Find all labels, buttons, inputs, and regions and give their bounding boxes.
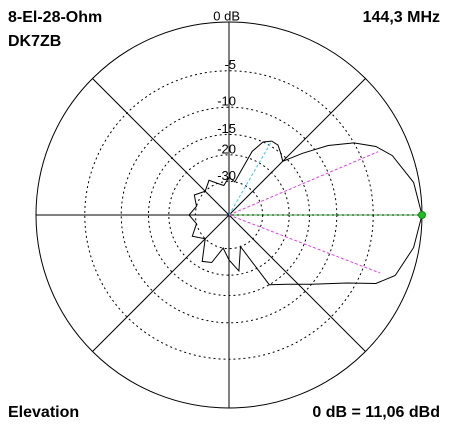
r-tick-label: -15 [217, 121, 236, 136]
frequency: 144,3 MHz [363, 9, 440, 26]
reference-line [228, 214, 381, 274]
r-tick-label: -5 [224, 57, 236, 72]
reference-dot [418, 211, 426, 219]
r-tick-label: 0 dB [213, 8, 240, 23]
plane-label: Elevation [8, 404, 79, 421]
reference-line [228, 140, 273, 216]
r-tick-label: -20 [217, 141, 236, 156]
chart-title: 8-El-28-Ohm [8, 9, 102, 26]
chart-subtitle: DK7ZB [8, 33, 61, 50]
pattern [188, 140, 423, 286]
reference-label: 0 dB = 11,06 dBd [312, 404, 440, 421]
ring [84, 70, 374, 360]
reference-line [228, 151, 379, 216]
r-tick-label: -10 [217, 94, 236, 109]
ring [194, 180, 264, 250]
